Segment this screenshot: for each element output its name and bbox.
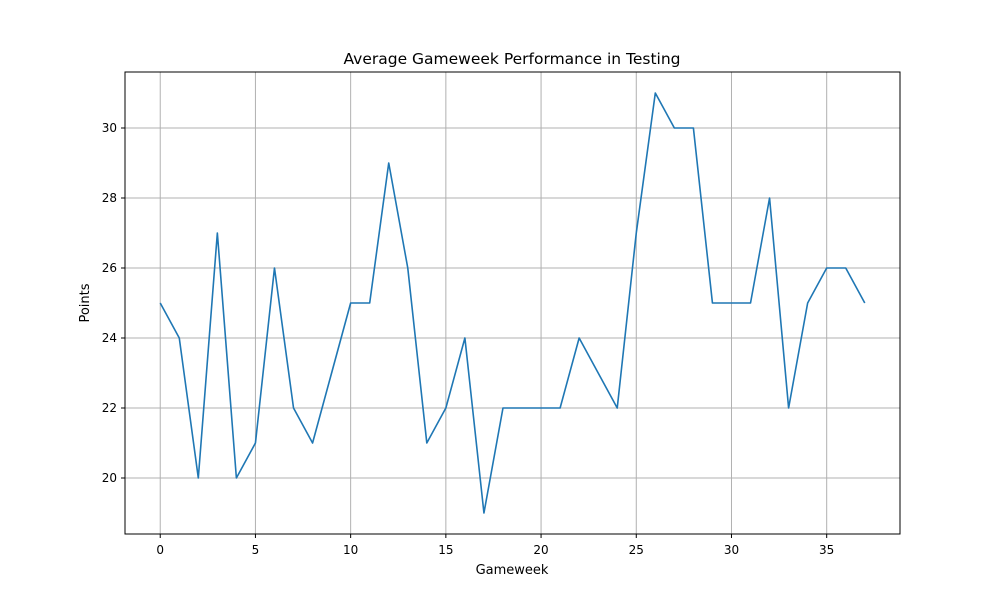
- series-line: [159, 92, 866, 514]
- y-tick-label: 24: [102, 331, 117, 345]
- x-tick-label: 30: [724, 543, 739, 557]
- plot-frame: [124, 71, 901, 535]
- y-tick-label: 20: [102, 471, 117, 485]
- x-tick-label: 20: [533, 543, 548, 557]
- chart-title: Average Gameweek Performance in Testing: [343, 50, 680, 68]
- x-tick-label: 15: [438, 543, 453, 557]
- x-tick-label: 0: [156, 543, 164, 557]
- y-axis-label: Points: [78, 283, 93, 322]
- x-axis-label: Gameweek: [476, 563, 549, 578]
- y-tick-label: 26: [102, 261, 117, 275]
- grid-lines: [125, 72, 900, 534]
- x-tick-label: 10: [343, 543, 358, 557]
- y-tick-label: 22: [102, 401, 117, 415]
- axis-ticks: 0 5 10 15 20 25 30 35 20 22 24 26 28 30: [102, 121, 835, 557]
- x-tick-label: 5: [252, 543, 260, 557]
- x-tick-label: 25: [629, 543, 644, 557]
- x-tick-label: 35: [819, 543, 834, 557]
- series-layer: [159, 92, 866, 514]
- y-tick-label: 28: [102, 191, 117, 205]
- y-tick-label: 30: [102, 121, 117, 135]
